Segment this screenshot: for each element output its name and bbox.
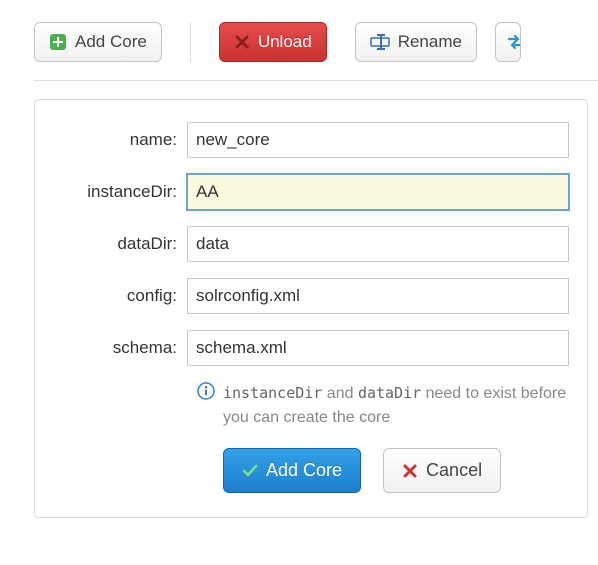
label-schema: schema: (53, 338, 187, 358)
check-icon (242, 463, 258, 479)
add-core-toolbar-label: Add Core (75, 32, 147, 52)
add-core-form: name: instanceDir: dataDir: config: sche… (34, 99, 588, 518)
cancel-label: Cancel (426, 460, 482, 481)
label-datadir: dataDir: (53, 234, 187, 254)
field-row-schema: schema: (53, 330, 569, 366)
field-row-name: name: (53, 122, 569, 158)
unload-button[interactable]: Unload (219, 22, 327, 62)
field-row-config: config: (53, 278, 569, 314)
hint-code-instancedir: instanceDir (223, 384, 322, 402)
cancel-button[interactable]: Cancel (383, 448, 501, 493)
schema-field[interactable] (187, 330, 569, 366)
add-core-submit-label: Add Core (266, 460, 342, 481)
toolbar-divider (190, 22, 191, 62)
rename-icon (370, 34, 390, 50)
label-config: config: (53, 286, 187, 306)
hint-code-datadir: dataDir (358, 384, 421, 402)
toolbar: Add Core Unload Rename (34, 22, 598, 81)
hint-row: instanceDir and dataDir need to exist be… (197, 382, 569, 430)
config-field[interactable] (187, 278, 569, 314)
field-row-datadir: dataDir: (53, 226, 569, 262)
label-name: name: (53, 130, 187, 150)
swap-icon (506, 33, 521, 51)
partial-button[interactable] (495, 22, 521, 62)
hint-mid: and (322, 385, 358, 402)
hint-text: instanceDir and dataDir need to exist be… (223, 382, 569, 430)
rename-button[interactable]: Rename (355, 22, 477, 62)
form-actions: Add Core Cancel (223, 448, 569, 493)
add-core-toolbar-button[interactable]: Add Core (34, 22, 162, 62)
label-instancedir: instanceDir: (53, 182, 187, 202)
name-field[interactable] (187, 122, 569, 158)
cross-icon (234, 34, 250, 50)
cancel-icon (402, 463, 418, 479)
instancedir-field[interactable] (187, 174, 569, 210)
add-core-submit-button[interactable]: Add Core (223, 448, 361, 493)
rename-label: Rename (398, 32, 462, 52)
plus-icon (49, 33, 67, 51)
datadir-field[interactable] (187, 226, 569, 262)
info-icon (197, 382, 215, 400)
field-row-instancedir: instanceDir: (53, 174, 569, 210)
unload-label: Unload (258, 32, 312, 52)
